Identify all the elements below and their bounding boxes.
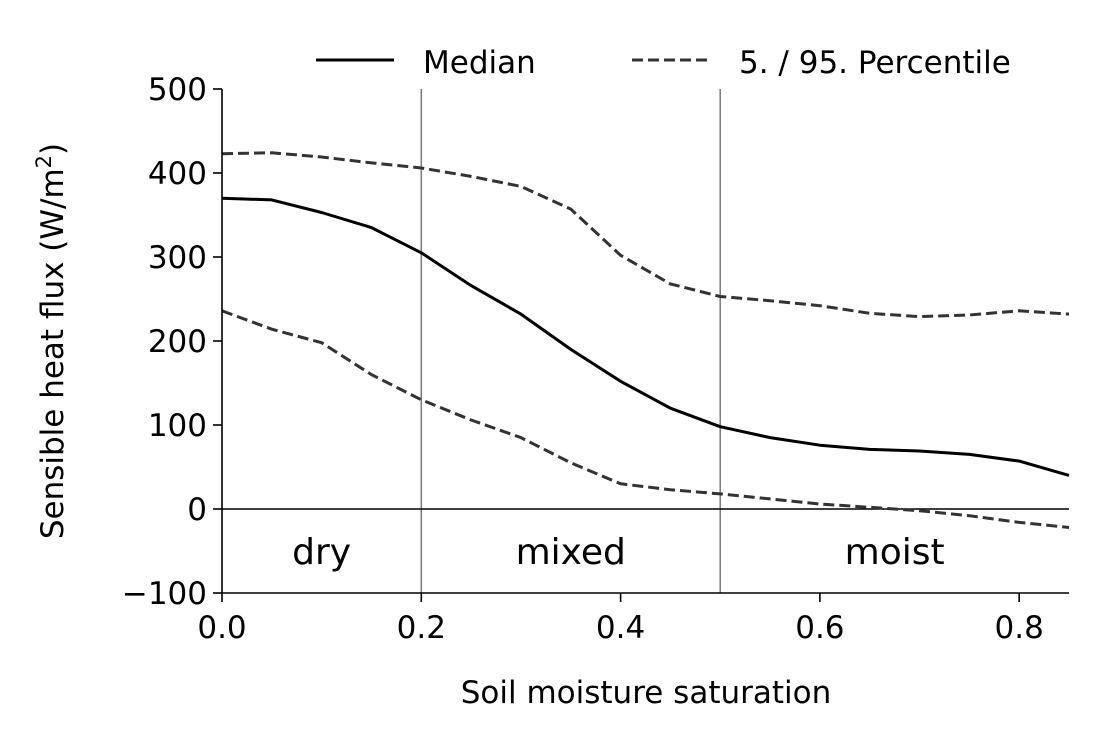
series-line-1 bbox=[221, 151, 1070, 319]
series-line-2 bbox=[221, 309, 1070, 529]
legend: Median 5. / 95. Percentile bbox=[316, 45, 1011, 81]
y-tick-label-3: 200 bbox=[148, 324, 207, 360]
x-tick-label-1: 0.2 bbox=[397, 610, 446, 646]
region-label-dry: dry bbox=[292, 532, 351, 573]
region-label-moist: moist bbox=[845, 532, 945, 573]
x-axis-title: Soil moisture saturation bbox=[461, 675, 832, 711]
y-tick-label-2: 100 bbox=[148, 408, 207, 444]
y-axis-title-superscript: 2 bbox=[32, 155, 56, 168]
y-axis-title: Sensible heat flux (W/m2) bbox=[32, 143, 71, 539]
x-tick-label-2: 0.4 bbox=[596, 610, 645, 646]
x-tick-label-3: 0.6 bbox=[795, 610, 844, 646]
y-tick-label-0: −100 bbox=[122, 576, 207, 612]
legend-median-label: Median bbox=[423, 45, 536, 81]
x-tick-label-4: 0.8 bbox=[995, 610, 1044, 646]
region-label-mixed: mixed bbox=[516, 532, 626, 573]
y-tick-label-6: 500 bbox=[148, 72, 207, 108]
y-tick-label-4: 300 bbox=[148, 240, 207, 276]
legend-percentile-label: 5. / 95. Percentile bbox=[739, 45, 1011, 81]
y-tick-label-5: 400 bbox=[148, 156, 207, 192]
y-tick-label-1: 0 bbox=[187, 492, 207, 528]
x-tick-label-0: 0.0 bbox=[197, 610, 246, 646]
plot-area: −100 0 100 200 300 400 500 0.0 0.2 0.4 0.6 0.8 dry mi… bbox=[122, 72, 1070, 646]
series-line-0 bbox=[221, 196, 1070, 477]
